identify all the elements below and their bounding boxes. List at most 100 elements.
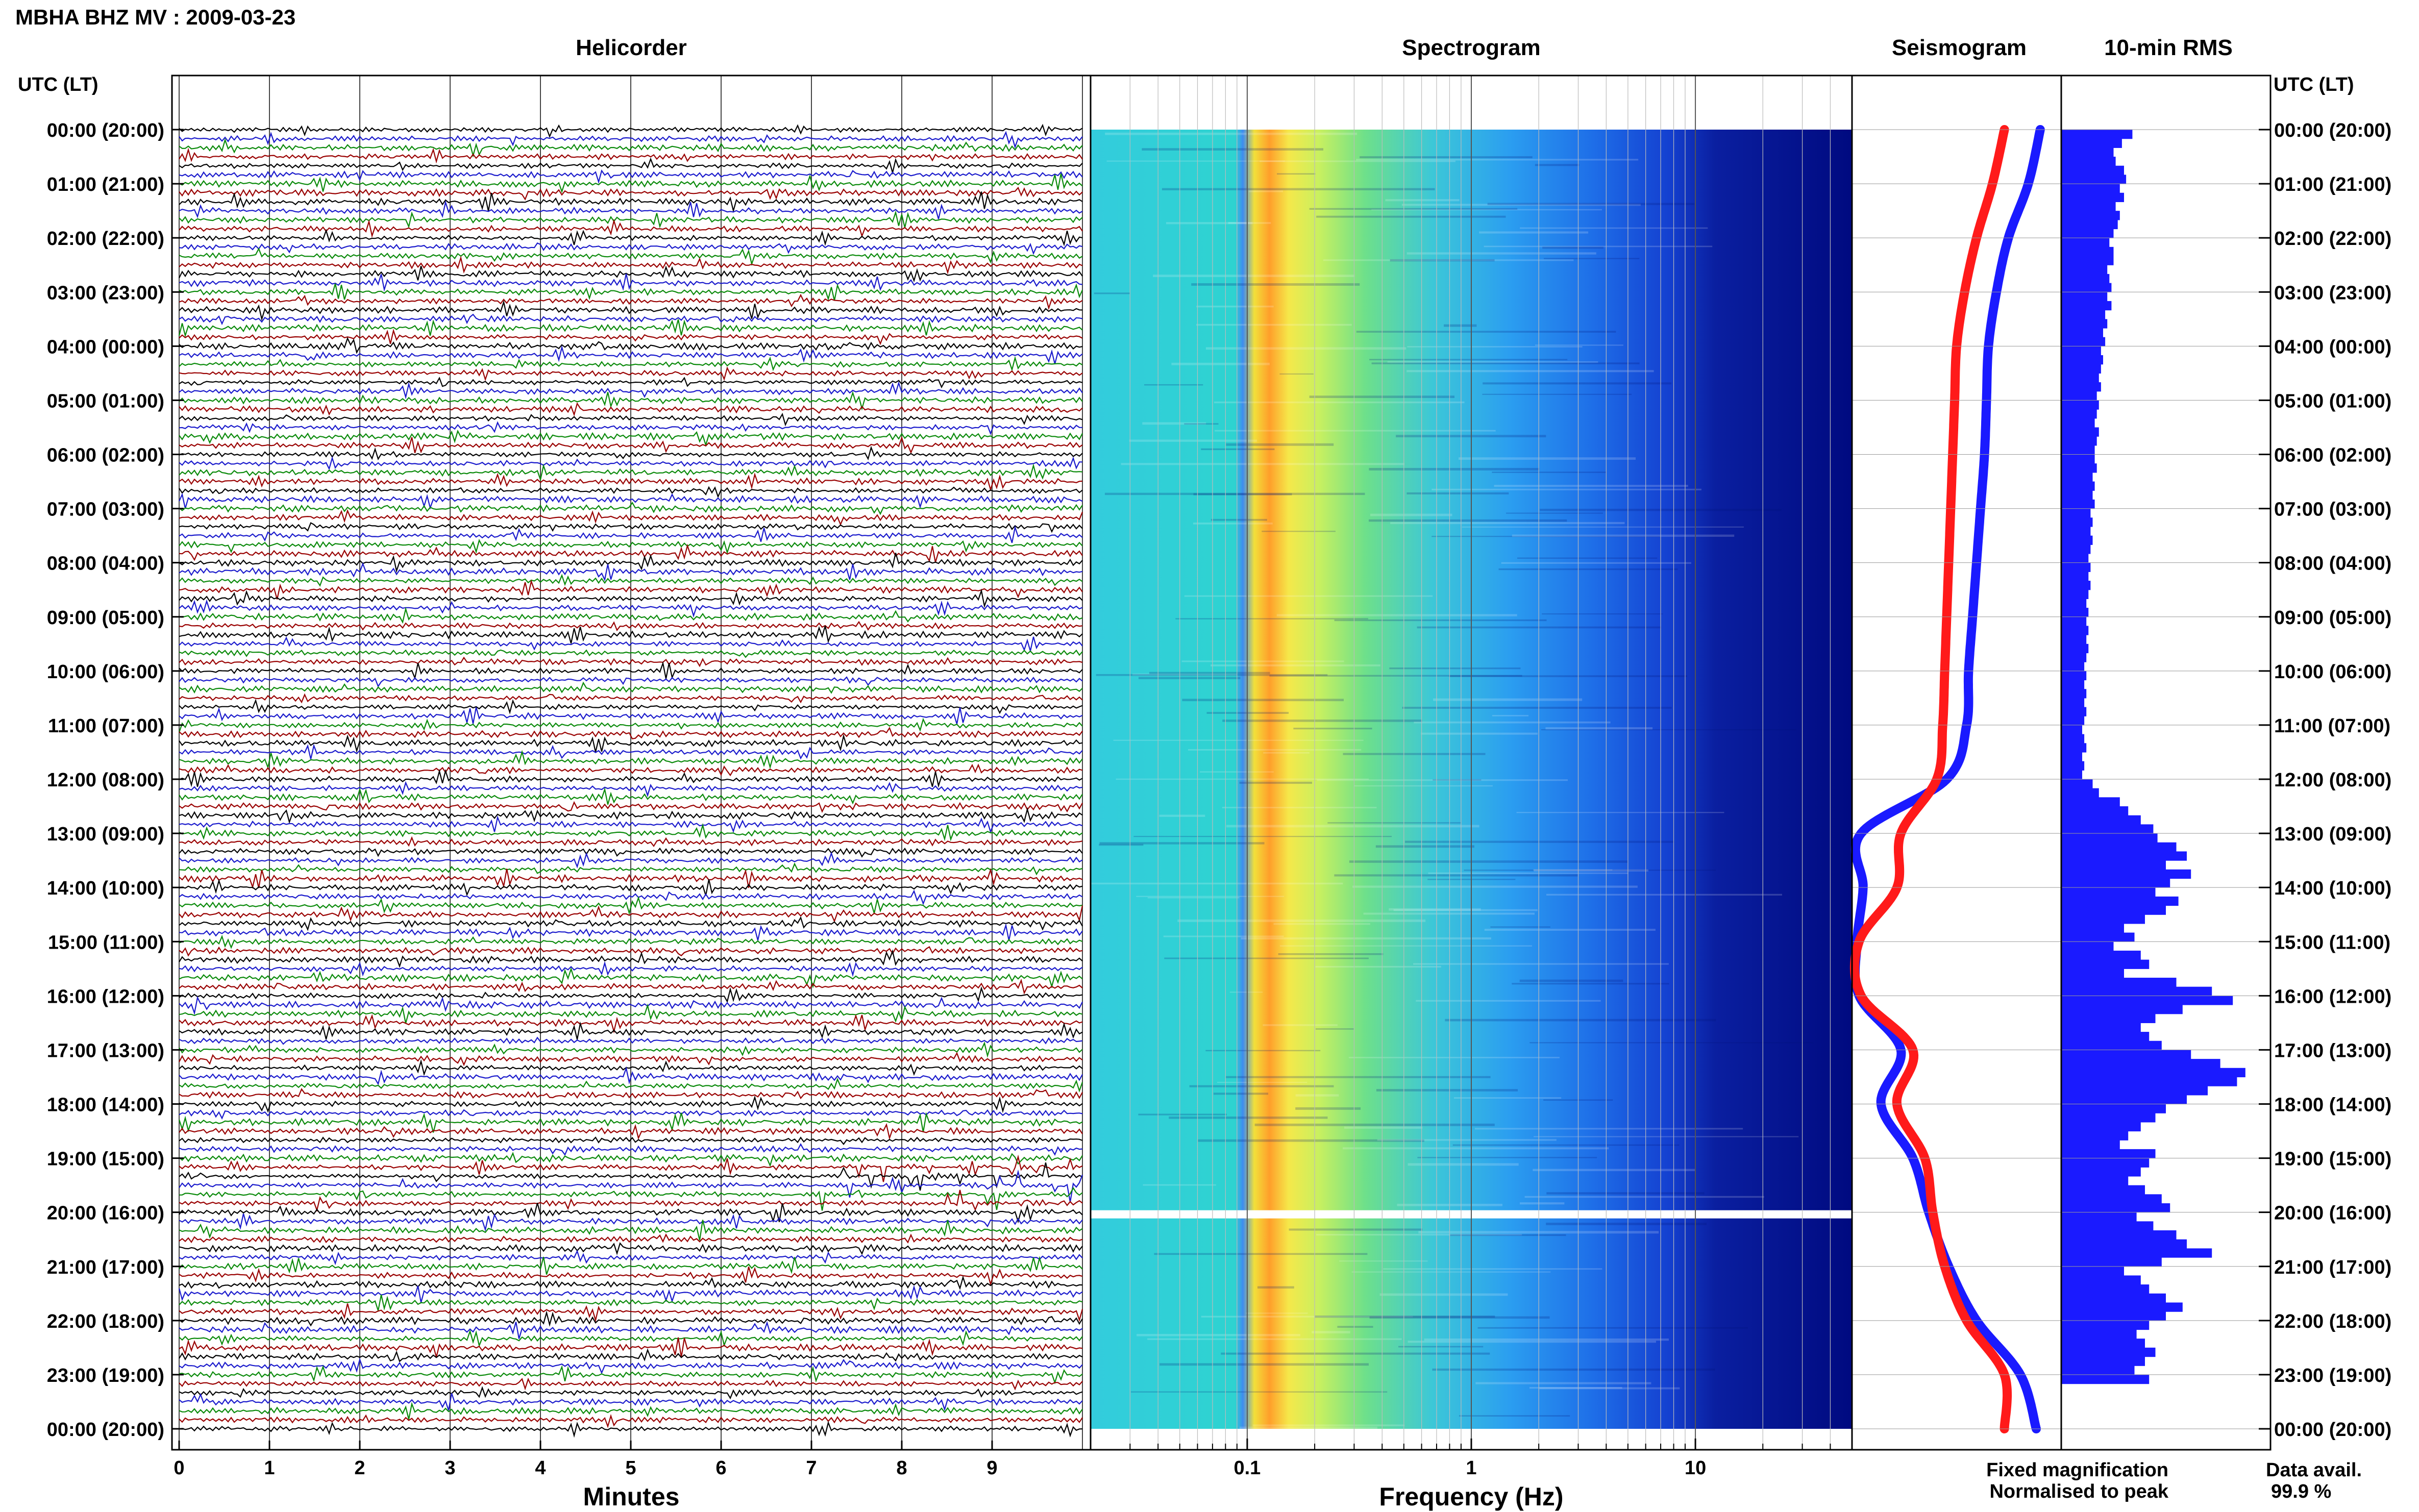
spectrogram-striation [1164, 957, 1369, 959]
spectrogram-striation [1131, 1391, 1388, 1393]
rms-bar [2061, 1329, 2137, 1339]
helicorder-trace [179, 836, 1083, 848]
spectrogram-striation [1379, 1293, 1508, 1296]
helicorder-trace [179, 1365, 1083, 1385]
rms-bar [2061, 1167, 2141, 1177]
helicorder-x-tick-label: 0 [174, 1457, 184, 1479]
rms-bar [2061, 806, 2129, 816]
helicorder-trace [179, 769, 1083, 788]
spectrogram-striation [1529, 1386, 1622, 1389]
spectrogram-striation [1309, 208, 1518, 210]
spectrogram-striation [1349, 860, 1628, 863]
rms-bar [2061, 923, 2124, 933]
rms-bar [2061, 1248, 2212, 1258]
spectrogram-striation [1278, 953, 1384, 955]
spectrogram-striation [1492, 472, 1607, 473]
spectrogram-striation [1182, 699, 1344, 702]
spectrogram-striation [1533, 869, 1613, 871]
rms-bar [2061, 1257, 2162, 1267]
spectrogram-striation [1389, 908, 1481, 911]
spectrogram-striation [1277, 173, 1316, 175]
spectrogram-x-tick-label: 10 [1685, 1457, 1706, 1479]
left-time-tick-label: 08:00 (04:00) [47, 553, 164, 575]
helicorder-trace [179, 1059, 1083, 1076]
helicorder-trace [179, 986, 1083, 1003]
helicorder-trace [179, 169, 1083, 184]
rms-bar [2061, 400, 2099, 410]
rms-bar [2061, 959, 2150, 969]
rms-bar [2061, 986, 2212, 996]
left-time-tick-label: 00:00 (20:00) [47, 120, 164, 141]
rms-bar [2061, 283, 2112, 292]
helicorder-trace [179, 1321, 1083, 1339]
helicorder-trace [179, 599, 1083, 618]
helicorder-trace [179, 283, 1083, 301]
station-date-title: MBHA BHZ MV : 2009-03-23 [15, 5, 295, 29]
helicorder-trace [179, 1249, 1083, 1266]
rms-plot [2061, 129, 2270, 1429]
rms-bar [2061, 337, 2106, 346]
helicorder-trace [179, 300, 1083, 321]
spectrogram-striation [1196, 305, 1274, 308]
time-axis-ticks: 00:00 (20:00) 00:00 (20:00) 01:00 (21:00) 0… [47, 120, 2392, 1441]
rms-bar [2061, 851, 2187, 861]
spectrogram-striation [1104, 492, 1365, 495]
helicorder-trace [179, 218, 1083, 238]
helicorder-trace [179, 1275, 1083, 1291]
rms-bar [2061, 707, 2087, 716]
helicorder-trace [179, 486, 1083, 499]
helicorder-trace [179, 823, 1083, 841]
seismogram-plot [1849, 125, 2061, 1433]
helicorder-x-tick-label: 5 [625, 1457, 636, 1479]
spectrogram-striation [1293, 728, 1372, 730]
left-axis-header: UTC (LT) [18, 74, 98, 95]
helicorder-x-tick-label: 9 [986, 1457, 997, 1479]
helicorder-trace [179, 649, 1083, 658]
spectrogram-striation [1376, 1089, 1518, 1092]
rms-bar [2061, 508, 2091, 518]
helicorder-trace [179, 502, 1083, 515]
spectrogram-striation [1369, 1316, 1550, 1319]
helicorder-trace [179, 1414, 1083, 1428]
rms-bar [2061, 265, 2108, 275]
spectrogram-striation [1312, 1331, 1350, 1333]
legend-normalised-to-peak: Normalised to peak [1989, 1481, 2168, 1502]
rms-bar [2061, 734, 2085, 743]
helicorder-trace [179, 123, 1083, 138]
rms-bar [2061, 689, 2087, 699]
rms-bar [2061, 842, 2177, 852]
right-time-tick-label: 19:00 (15:00) [2274, 1149, 2391, 1170]
right-time-tick-label: 09:00 (05:00) [2274, 607, 2391, 629]
rms-bar [2061, 1293, 2166, 1303]
helicorder-trace [179, 1123, 1083, 1141]
spectrogram-striation [1433, 779, 1482, 781]
spectrogram-striation [1094, 292, 1130, 294]
spectrogram-striation [1371, 362, 1640, 364]
rms-bar [2061, 680, 2085, 689]
rms-bar [2061, 1122, 2141, 1132]
rms-bar [2061, 581, 2091, 590]
spectrogram-striation [1193, 493, 1292, 495]
helicorder-trace [179, 1348, 1083, 1362]
spectrogram-striation [1163, 935, 1284, 937]
spectrogram-striation [1352, 885, 1638, 888]
rms-bar [2061, 526, 2091, 536]
rms-bar [2061, 202, 2116, 211]
rms-bar [2061, 1185, 2145, 1195]
helicorder-trace [179, 337, 1083, 354]
rms-bar [2061, 138, 2122, 148]
spectrogram-x-tick-label: 1 [1466, 1457, 1476, 1479]
spectrogram-striation [1229, 992, 1263, 993]
spectrogram-striation [1494, 485, 1688, 487]
rms-bar [2061, 1059, 2220, 1069]
spectrogram-striation [1516, 812, 1724, 813]
spectrogram-striation [1201, 1316, 1413, 1318]
helicorder-trace [179, 381, 1083, 400]
helicorder-trace [179, 509, 1083, 526]
spectrogram-striation [1385, 199, 1460, 202]
helicorder-trace [179, 1421, 1083, 1438]
right-time-tick-label: 08:00 (04:00) [2274, 553, 2391, 575]
right-time-tick-label: 05:00 (01:00) [2274, 390, 2391, 412]
spectrogram-striation [1541, 729, 1797, 731]
helicorder-trace [179, 293, 1083, 310]
